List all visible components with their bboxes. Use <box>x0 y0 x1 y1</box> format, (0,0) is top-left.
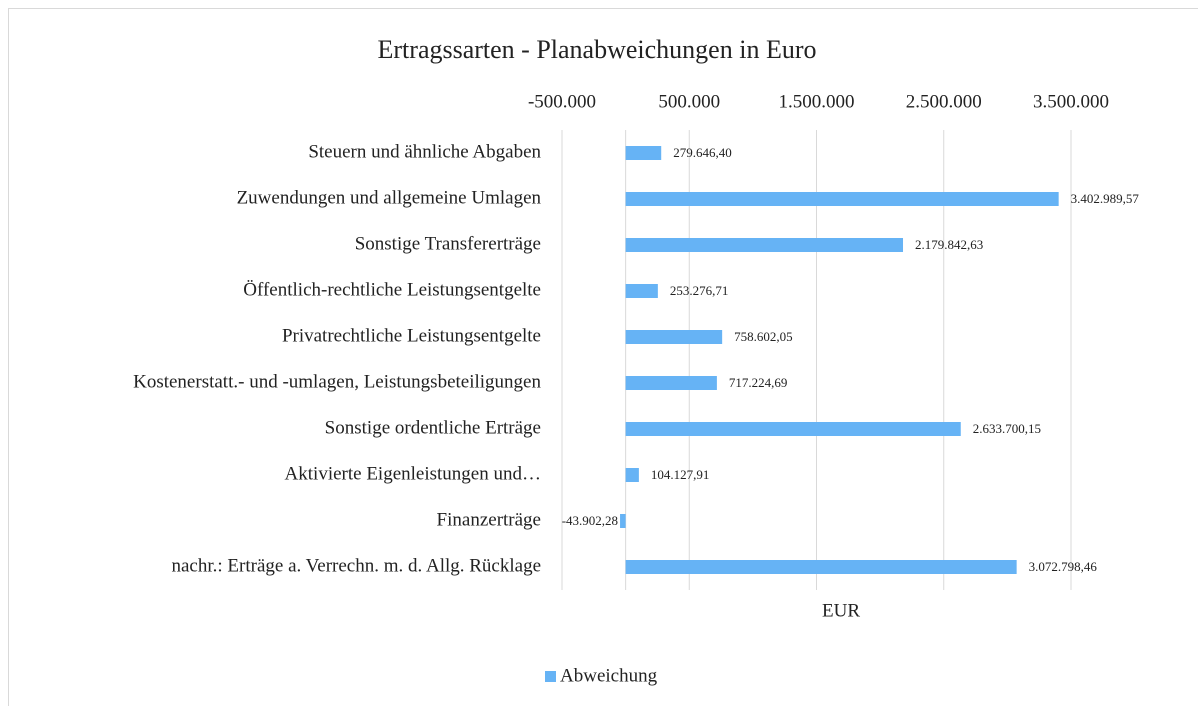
chart-title: Ertragssarten - Planabweichungen in Euro <box>378 35 817 64</box>
chart-frame <box>9 9 1198 707</box>
bar <box>626 422 961 436</box>
value-label: -43.902,28 <box>562 513 618 528</box>
bar <box>626 284 658 298</box>
x-tick-label: 1.500.000 <box>779 91 855 112</box>
y-tick-label: Privatrechtliche Leistungsentgelte <box>282 325 541 346</box>
legend-label: Abweichung <box>560 665 658 686</box>
value-label: 104.127,91 <box>651 467 710 482</box>
bar <box>626 238 903 252</box>
y-tick-label: Steuern und ähnliche Abgaben <box>308 141 541 162</box>
bar <box>626 192 1059 206</box>
value-label: 253.276,71 <box>670 283 729 298</box>
y-tick-label: Sonstige Transfererträge <box>355 233 541 254</box>
value-label: 758.602,05 <box>734 329 793 344</box>
value-label: 2.633.700,15 <box>973 421 1041 436</box>
value-label: 717.224,69 <box>729 375 788 390</box>
x-tick-label: 500.000 <box>658 91 720 112</box>
y-tick-label: Sonstige ordentliche Erträge <box>325 417 541 438</box>
value-label: 279.646,40 <box>673 145 732 160</box>
value-label: 3.402.989,57 <box>1071 191 1140 206</box>
legend-swatch <box>545 671 556 682</box>
bar <box>626 468 639 482</box>
y-tick-label: Aktivierte Eigenleistungen und… <box>285 463 541 484</box>
y-tick-label: Öffentlich-rechtliche Leistungsentgelte <box>243 279 541 300</box>
value-label: 2.179.842,63 <box>915 237 983 252</box>
x-tick-label: -500.000 <box>528 91 596 112</box>
y-tick-label: Zuwendungen und allgemeine Umlagen <box>237 187 542 208</box>
bar <box>626 330 723 344</box>
y-tick-label: nachr.: Erträge a. Verrechn. m. d. Allg.… <box>172 555 542 576</box>
y-tick-label: Kostenerstatt.- und -umlagen, Leistungsb… <box>133 371 541 392</box>
value-label: 3.072.798,46 <box>1029 559 1098 574</box>
bar <box>620 514 626 528</box>
bar <box>626 376 717 390</box>
y-tick-label: Finanzerträge <box>437 509 541 530</box>
x-tick-label: 3.500.000 <box>1033 91 1109 112</box>
bar <box>626 560 1017 574</box>
x-tick-label: 2.500.000 <box>906 91 982 112</box>
x-axis-label: EUR <box>822 600 860 621</box>
bar <box>626 146 662 160</box>
